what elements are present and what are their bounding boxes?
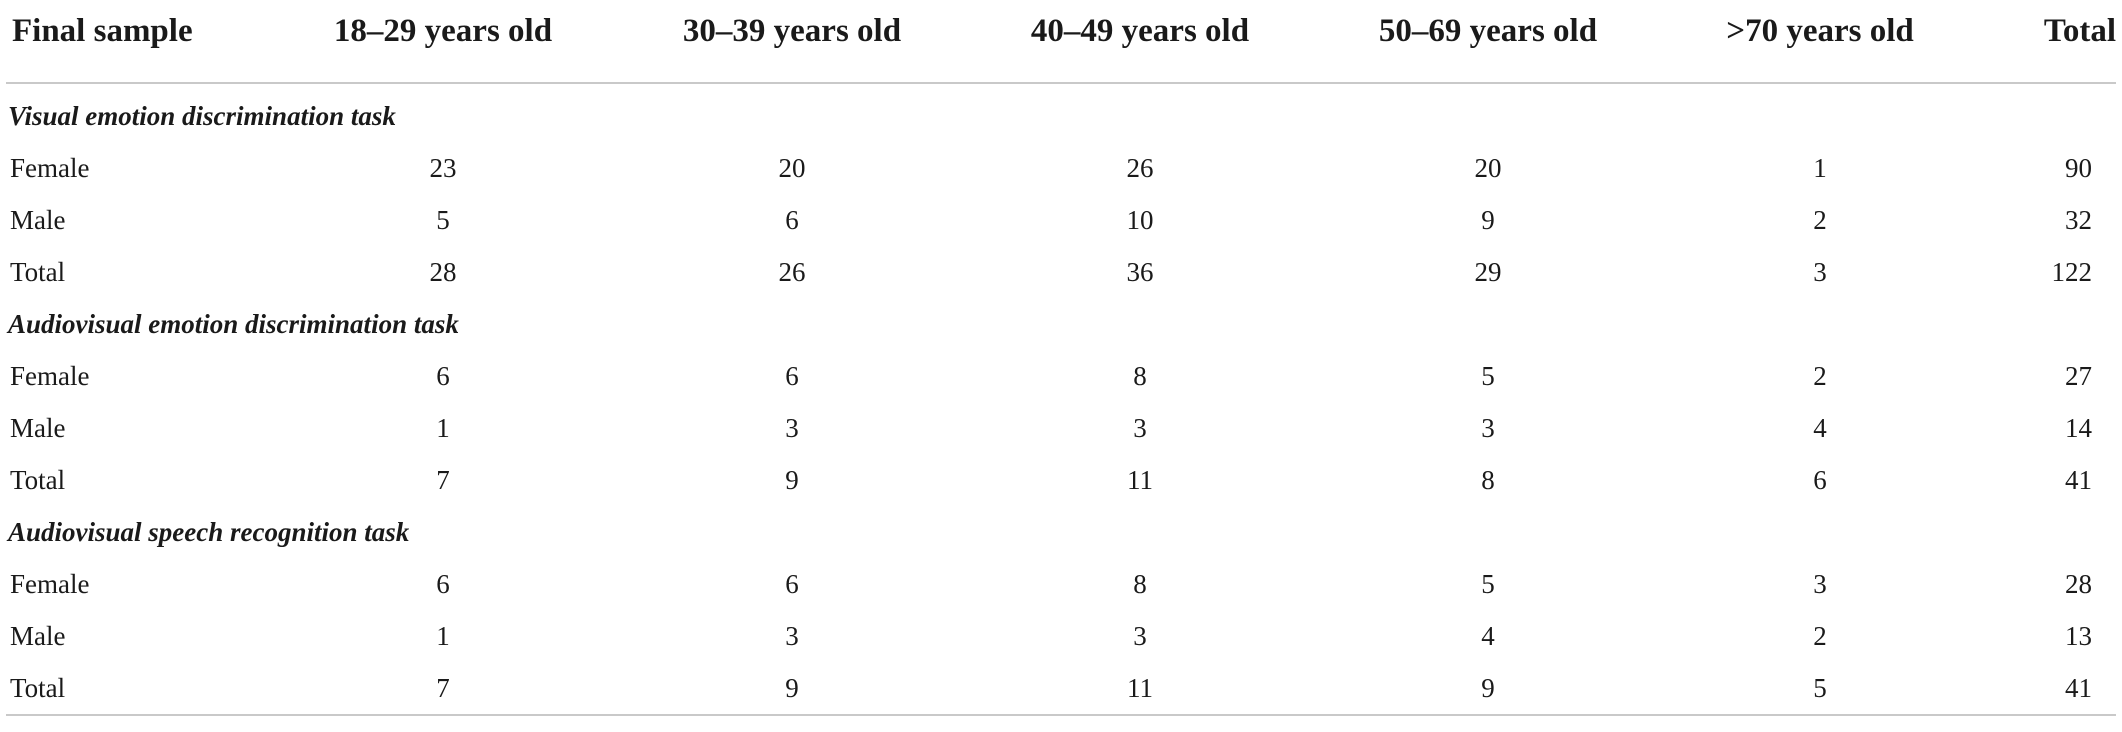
section-row: Audiovisual speech recognition task [6, 506, 2116, 558]
cell-age-30-39: 3 [785, 412, 799, 443]
cell-age-50-69: 8 [1481, 464, 1495, 495]
cell-age-70-plus: 3 [1813, 256, 1827, 287]
cell-total: 41 [2065, 464, 2092, 495]
cell-age-50-69: 3 [1481, 412, 1495, 443]
cell-age-70-plus: 3 [1813, 568, 1827, 599]
cell-age-50-69: 20 [1474, 152, 1502, 183]
header-age-30-39: 30–39 years old [618, 0, 966, 84]
header-row: Final sample 18–29 years old 30–39 years… [6, 0, 2116, 84]
cell-age-50-69: 5 [1481, 568, 1495, 599]
table-row: Male 5 6 10 9 2 32 [6, 194, 2116, 246]
cell-age-40-49: 8 [1133, 568, 1147, 599]
row-label: Total [10, 464, 66, 495]
cell-age-30-39: 26 [778, 256, 806, 287]
cell-total: 41 [1978, 662, 2116, 716]
cell-age-50-69: 29 [1474, 256, 1502, 287]
cell-age-18-29: 5 [436, 204, 450, 235]
header-total: Total [1978, 0, 2116, 84]
cell-total: 27 [2065, 360, 2092, 391]
cell-age-40-49: 3 [1133, 412, 1147, 443]
cell-age-70-plus: 1 [1813, 152, 1827, 183]
row-label: Male [10, 412, 66, 443]
header-age-40-49: 40–49 years old [966, 0, 1314, 84]
cell-age-18-29: 1 [436, 412, 450, 443]
cell-age-70-plus: 5 [1662, 662, 1978, 716]
cell-age-30-39: 9 [785, 464, 799, 495]
cell-age-30-39: 3 [785, 620, 799, 651]
cell-age-18-29: 7 [436, 464, 450, 495]
cell-age-40-49: 10 [1126, 204, 1154, 235]
row-label: Total [10, 256, 66, 287]
row-label: Female [10, 360, 90, 391]
cell-age-18-29: 1 [436, 620, 450, 651]
header-age-50-69: 50–69 years old [1314, 0, 1662, 84]
cell-age-30-39: 6 [785, 568, 799, 599]
table-row: Total 7 9 11 9 5 41 [6, 662, 2116, 716]
cell-age-40-49: 26 [1126, 152, 1154, 183]
section-title: Visual emotion discrimination task [8, 100, 396, 131]
cell-age-40-49: 11 [1127, 464, 1153, 495]
cell-age-30-39: 6 [785, 204, 799, 235]
sample-table: Final sample 18–29 years old 30–39 years… [6, 0, 2116, 716]
cell-age-50-69: 5 [1481, 360, 1495, 391]
cell-total: 90 [2065, 152, 2092, 183]
section-title: Audiovisual emotion discrimination task [8, 308, 459, 339]
table-body: Visual emotion discrimination task Female… [6, 83, 2116, 716]
table-row: Female 6 6 8 5 3 28 [6, 558, 2116, 610]
section-row: Audiovisual emotion discrimination task [6, 298, 2116, 350]
row-label: Female [10, 152, 90, 183]
cell-age-70-plus: 2 [1813, 360, 1827, 391]
cell-age-18-29: 28 [429, 256, 457, 287]
cell-age-50-69: 9 [1481, 204, 1495, 235]
section-row: Visual emotion discrimination task [6, 83, 2116, 142]
table-row: Total 7 9 11 8 6 41 [6, 454, 2116, 506]
row-label: Total [6, 662, 268, 716]
header-age-70-plus: >70 years old [1662, 0, 1978, 84]
table-row: Total 28 26 36 29 3 122 [6, 246, 2116, 298]
cell-age-40-49: 3 [1133, 620, 1147, 651]
row-label: Male [10, 620, 66, 651]
cell-age-70-plus: 4 [1813, 412, 1827, 443]
cell-age-30-39: 6 [785, 360, 799, 391]
cell-age-50-69: 4 [1481, 620, 1495, 651]
cell-age-18-29: 6 [436, 360, 450, 391]
cell-age-18-29: 23 [429, 152, 457, 183]
table-header: Final sample 18–29 years old 30–39 years… [6, 0, 2116, 84]
cell-age-40-49: 8 [1133, 360, 1147, 391]
cell-age-70-plus: 6 [1813, 464, 1827, 495]
table-row: Male 1 3 3 4 2 13 [6, 610, 2116, 662]
cell-total: 122 [2051, 256, 2093, 287]
table-row: Female 6 6 8 5 2 27 [6, 350, 2116, 402]
cell-total: 32 [2065, 204, 2092, 235]
row-label: Female [10, 568, 90, 599]
table-row: Male 1 3 3 3 4 14 [6, 402, 2116, 454]
table-row: Female 23 20 26 20 1 90 [6, 142, 2116, 194]
cell-total: 14 [2065, 412, 2092, 443]
cell-age-50-69: 9 [1314, 662, 1662, 716]
cell-age-40-49: 11 [966, 662, 1314, 716]
cell-age-18-29: 6 [436, 568, 450, 599]
cell-age-30-39: 9 [618, 662, 966, 716]
cell-age-70-plus: 2 [1813, 204, 1827, 235]
cell-age-18-29: 7 [268, 662, 618, 716]
section-title: Audiovisual speech recognition task [8, 516, 410, 547]
header-final-sample: Final sample [6, 0, 268, 84]
row-label: Male [10, 204, 66, 235]
header-age-18-29: 18–29 years old [268, 0, 618, 84]
cell-age-70-plus: 2 [1813, 620, 1827, 651]
cell-total: 28 [2065, 568, 2092, 599]
cell-total: 13 [2065, 620, 2092, 651]
cell-age-40-49: 36 [1126, 256, 1154, 287]
cell-age-30-39: 20 [778, 152, 806, 183]
